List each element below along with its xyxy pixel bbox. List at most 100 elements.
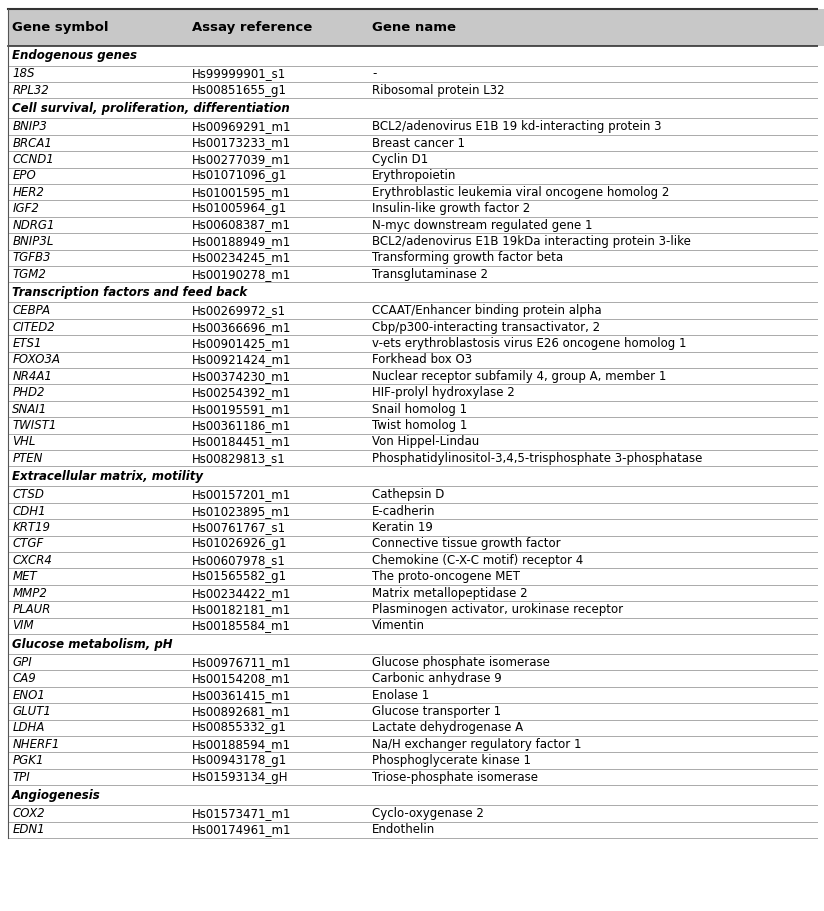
Text: Cathepsin D: Cathepsin D xyxy=(372,488,444,501)
Text: Ribosomal protein L32: Ribosomal protein L32 xyxy=(372,84,504,97)
Text: TGFB3: TGFB3 xyxy=(12,251,51,264)
Text: Hs00184451_m1: Hs00184451_m1 xyxy=(192,435,292,448)
Text: HER2: HER2 xyxy=(12,186,44,199)
Text: Hs00851655_g1: Hs00851655_g1 xyxy=(192,84,287,97)
Text: TGM2: TGM2 xyxy=(12,268,46,281)
Text: ETS1: ETS1 xyxy=(12,337,42,350)
Bar xyxy=(8,250,824,266)
Text: Na/H exchanger regulatory factor 1: Na/H exchanger regulatory factor 1 xyxy=(372,738,582,751)
Bar xyxy=(8,519,824,536)
Text: Glucose phosphate isomerase: Glucose phosphate isomerase xyxy=(372,656,550,669)
Text: Hs01593134_gH: Hs01593134_gH xyxy=(192,771,288,783)
Text: CITED2: CITED2 xyxy=(12,321,55,333)
Bar xyxy=(8,184,824,200)
Text: Hs00185584_m1: Hs00185584_m1 xyxy=(192,619,291,632)
Text: Hs00855332_g1: Hs00855332_g1 xyxy=(192,722,287,734)
Text: Hs01071096_g1: Hs01071096_g1 xyxy=(192,169,288,182)
Text: Hs00829813_s1: Hs00829813_s1 xyxy=(192,452,286,465)
Text: Hs01026926_g1: Hs01026926_g1 xyxy=(192,537,288,550)
Text: GLUT1: GLUT1 xyxy=(12,705,51,718)
Text: E-cadherin: E-cadherin xyxy=(372,505,436,517)
Text: Forkhead box O3: Forkhead box O3 xyxy=(372,353,472,366)
Text: Hs00761767_s1: Hs00761767_s1 xyxy=(192,521,286,534)
Text: Breast cancer 1: Breast cancer 1 xyxy=(372,137,465,149)
Text: PTEN: PTEN xyxy=(12,452,43,465)
Text: Angiogenesis: Angiogenesis xyxy=(12,789,101,802)
Bar xyxy=(8,703,824,720)
Text: Cell survival, proliferation, differentiation: Cell survival, proliferation, differenti… xyxy=(12,102,290,115)
Text: CCAAT/Enhancer binding protein alpha: CCAAT/Enhancer binding protein alpha xyxy=(372,304,602,317)
Text: LDHA: LDHA xyxy=(12,722,44,734)
Bar xyxy=(8,654,824,670)
Bar xyxy=(8,687,824,703)
Bar xyxy=(8,319,824,335)
Text: Phosphatidylinositol-3,4,5-trisphosphate 3-phosphatase: Phosphatidylinositol-3,4,5-trisphosphate… xyxy=(372,452,702,465)
Text: Hs00608387_m1: Hs00608387_m1 xyxy=(192,219,291,231)
Text: Transforming growth factor beta: Transforming growth factor beta xyxy=(372,251,563,264)
Text: Connective tissue growth factor: Connective tissue growth factor xyxy=(372,537,560,550)
Text: CCND1: CCND1 xyxy=(12,153,54,166)
Bar xyxy=(8,552,824,568)
Text: BCL2/adenovirus E1B 19kDa interacting protein 3-like: BCL2/adenovirus E1B 19kDa interacting pr… xyxy=(372,235,691,248)
Text: GPI: GPI xyxy=(12,656,32,669)
Text: CDH1: CDH1 xyxy=(12,505,46,517)
Text: NR4A1: NR4A1 xyxy=(12,370,52,383)
Text: Matrix metallopeptidase 2: Matrix metallopeptidase 2 xyxy=(372,587,527,599)
Bar xyxy=(8,335,824,352)
Text: VHL: VHL xyxy=(12,435,35,448)
Text: Hs00188949_m1: Hs00188949_m1 xyxy=(192,235,292,248)
Text: Twist homolog 1: Twist homolog 1 xyxy=(372,419,467,432)
Text: CTGF: CTGF xyxy=(12,537,44,550)
Text: Hs01565582_g1: Hs01565582_g1 xyxy=(192,570,288,583)
Text: Hs01005964_g1: Hs01005964_g1 xyxy=(192,202,288,215)
Text: PHD2: PHD2 xyxy=(12,386,44,399)
Bar xyxy=(8,417,824,434)
Bar xyxy=(8,434,824,450)
Text: MMP2: MMP2 xyxy=(12,587,47,599)
Bar xyxy=(8,384,824,401)
Bar xyxy=(8,302,824,319)
Bar xyxy=(8,752,824,769)
Bar xyxy=(8,82,824,98)
Text: N-myc downstream regulated gene 1: N-myc downstream regulated gene 1 xyxy=(372,219,592,231)
Bar xyxy=(8,135,824,151)
Text: Hs00234422_m1: Hs00234422_m1 xyxy=(192,587,292,599)
Bar xyxy=(8,670,824,687)
Text: PLAUR: PLAUR xyxy=(12,603,50,616)
Text: BRCA1: BRCA1 xyxy=(12,137,52,149)
Text: Von Hippel-Lindau: Von Hippel-Lindau xyxy=(372,435,480,448)
Bar xyxy=(8,266,824,282)
Text: Extracellular matrix, motility: Extracellular matrix, motility xyxy=(12,470,204,483)
Text: Cbp/p300-interacting transactivator, 2: Cbp/p300-interacting transactivator, 2 xyxy=(372,321,600,333)
Text: The proto-oncogene MET: The proto-oncogene MET xyxy=(372,570,520,583)
Text: Hs00607978_s1: Hs00607978_s1 xyxy=(192,554,286,567)
Text: KRT19: KRT19 xyxy=(12,521,50,534)
Text: Keratin 19: Keratin 19 xyxy=(372,521,433,534)
Text: TWIST1: TWIST1 xyxy=(12,419,57,432)
Text: -: - xyxy=(372,67,377,80)
Text: Hs00154208_m1: Hs00154208_m1 xyxy=(192,672,291,685)
Text: Hs00969291_m1: Hs00969291_m1 xyxy=(192,120,292,133)
Text: Vimentin: Vimentin xyxy=(372,619,425,632)
Bar xyxy=(8,503,824,519)
Text: Hs00361415_m1: Hs00361415_m1 xyxy=(192,689,292,701)
Text: Hs00234245_m1: Hs00234245_m1 xyxy=(192,251,292,264)
Bar xyxy=(8,118,824,135)
Text: Hs00190278_m1: Hs00190278_m1 xyxy=(192,268,292,281)
Text: CXCR4: CXCR4 xyxy=(12,554,52,567)
Text: Hs00901425_m1: Hs00901425_m1 xyxy=(192,337,292,350)
Bar xyxy=(8,568,824,585)
Text: CTSD: CTSD xyxy=(12,488,44,501)
Bar xyxy=(8,736,824,752)
Text: Endogenous genes: Endogenous genes xyxy=(12,49,138,62)
Text: Hs00195591_m1: Hs00195591_m1 xyxy=(192,403,292,415)
Text: 18S: 18S xyxy=(12,67,35,80)
Bar xyxy=(8,401,824,417)
Bar xyxy=(8,536,824,552)
Text: RPL32: RPL32 xyxy=(12,84,49,97)
Text: Hs01023895_m1: Hs01023895_m1 xyxy=(192,505,291,517)
Text: HIF-prolyl hydroxylase 2: HIF-prolyl hydroxylase 2 xyxy=(372,386,515,399)
Text: Hs00366696_m1: Hs00366696_m1 xyxy=(192,321,292,333)
Bar xyxy=(8,352,824,368)
Text: Transglutaminase 2: Transglutaminase 2 xyxy=(372,268,488,281)
